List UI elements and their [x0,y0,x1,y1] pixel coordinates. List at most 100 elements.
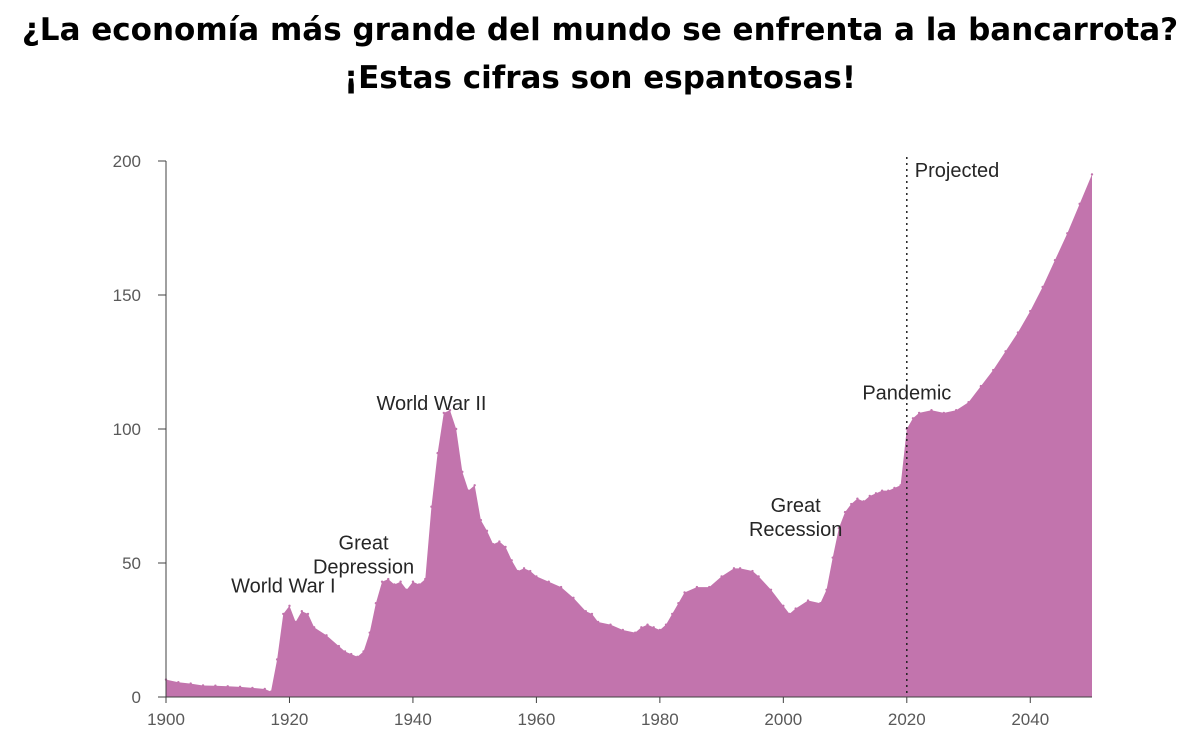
title-line-2: ¡Estas cifras son espantosas! [343,60,857,96]
data-point [201,684,205,687]
y-tick-label: 200 [113,152,141,171]
data-point [448,409,452,412]
data-point [306,612,310,616]
data-point [177,681,180,684]
data-point [584,610,587,613]
data-point [399,580,402,583]
data-point [454,427,458,431]
x-tick-label: 1900 [147,710,185,729]
data-point [819,602,822,605]
data-point [720,575,723,578]
data-point [788,612,791,616]
data-point [1078,202,1081,206]
x-tick-label: 1960 [517,710,555,729]
data-point [467,489,470,492]
data-point [621,628,625,632]
x-tick-label: 1920 [271,710,309,729]
data-point [251,686,254,690]
data-point [677,602,680,605]
data-point [516,569,520,573]
data-point [843,510,847,514]
data-point [1066,232,1069,235]
data-point [473,484,476,487]
data-point [263,687,266,691]
data-point [485,529,489,533]
event-annotation: Pandemic [862,383,951,405]
data-point [874,492,878,495]
data-point [825,588,828,591]
data-point [325,634,328,637]
data-point [738,567,742,570]
data-point [911,417,915,420]
data-point [757,575,760,578]
data-point [337,644,341,648]
x-tick-label: 2020 [888,710,926,729]
data-point [1029,309,1032,313]
data-point [837,526,841,530]
data-point [300,610,304,613]
data-point [350,652,353,656]
data-point [652,626,655,629]
data-point [424,577,427,581]
data-point [343,650,347,653]
data-point [214,684,217,687]
data-point [294,620,297,624]
data-point [405,588,408,591]
data-point [1016,331,1020,334]
data-point [979,384,983,388]
data-point [640,626,643,629]
event-annotation: Depression [313,557,414,579]
event-annotation: World War II [376,393,486,415]
data-point [596,620,600,624]
data-point [887,489,890,492]
data-point [189,682,192,685]
data-point [633,631,637,634]
data-point [930,409,933,412]
data-point [850,502,853,506]
data-point [782,604,785,608]
data-point [374,602,378,605]
data-point [899,484,902,487]
data-point [417,583,421,586]
data-point [917,411,921,415]
data-point [751,569,754,573]
data-point [590,612,594,616]
y-tick-label: 100 [113,420,141,439]
data-point [479,518,483,522]
data-point [572,596,575,600]
data-point [671,612,674,616]
data-point [522,567,526,570]
data-point [312,626,316,629]
data-point [238,685,242,689]
data-point [695,585,699,589]
data-point [862,500,865,503]
data-point [387,577,390,581]
data-point [954,409,958,412]
data-point [664,623,668,626]
data-point [269,690,273,693]
event-annotation: Recession [749,519,842,541]
debt-area-series [166,174,1092,697]
data-point [1004,350,1007,353]
data-point [732,567,736,570]
data-point [510,559,513,562]
data-point [393,583,396,586]
y-tick-label: 50 [122,554,141,573]
data-point [288,604,291,608]
x-tick-label: 1940 [394,710,432,729]
data-point [967,401,970,404]
data-point [868,494,871,498]
event-annotation: Great [339,533,389,555]
data-point [683,591,686,594]
data-point [646,623,649,626]
data-point [609,623,612,626]
data-point [547,580,550,583]
data-point [504,545,507,549]
data-point [708,585,711,589]
data-point [436,451,439,455]
data-point [461,470,464,474]
data-point [491,543,495,546]
data-point [856,497,859,500]
x-tick-label: 1980 [641,710,679,729]
